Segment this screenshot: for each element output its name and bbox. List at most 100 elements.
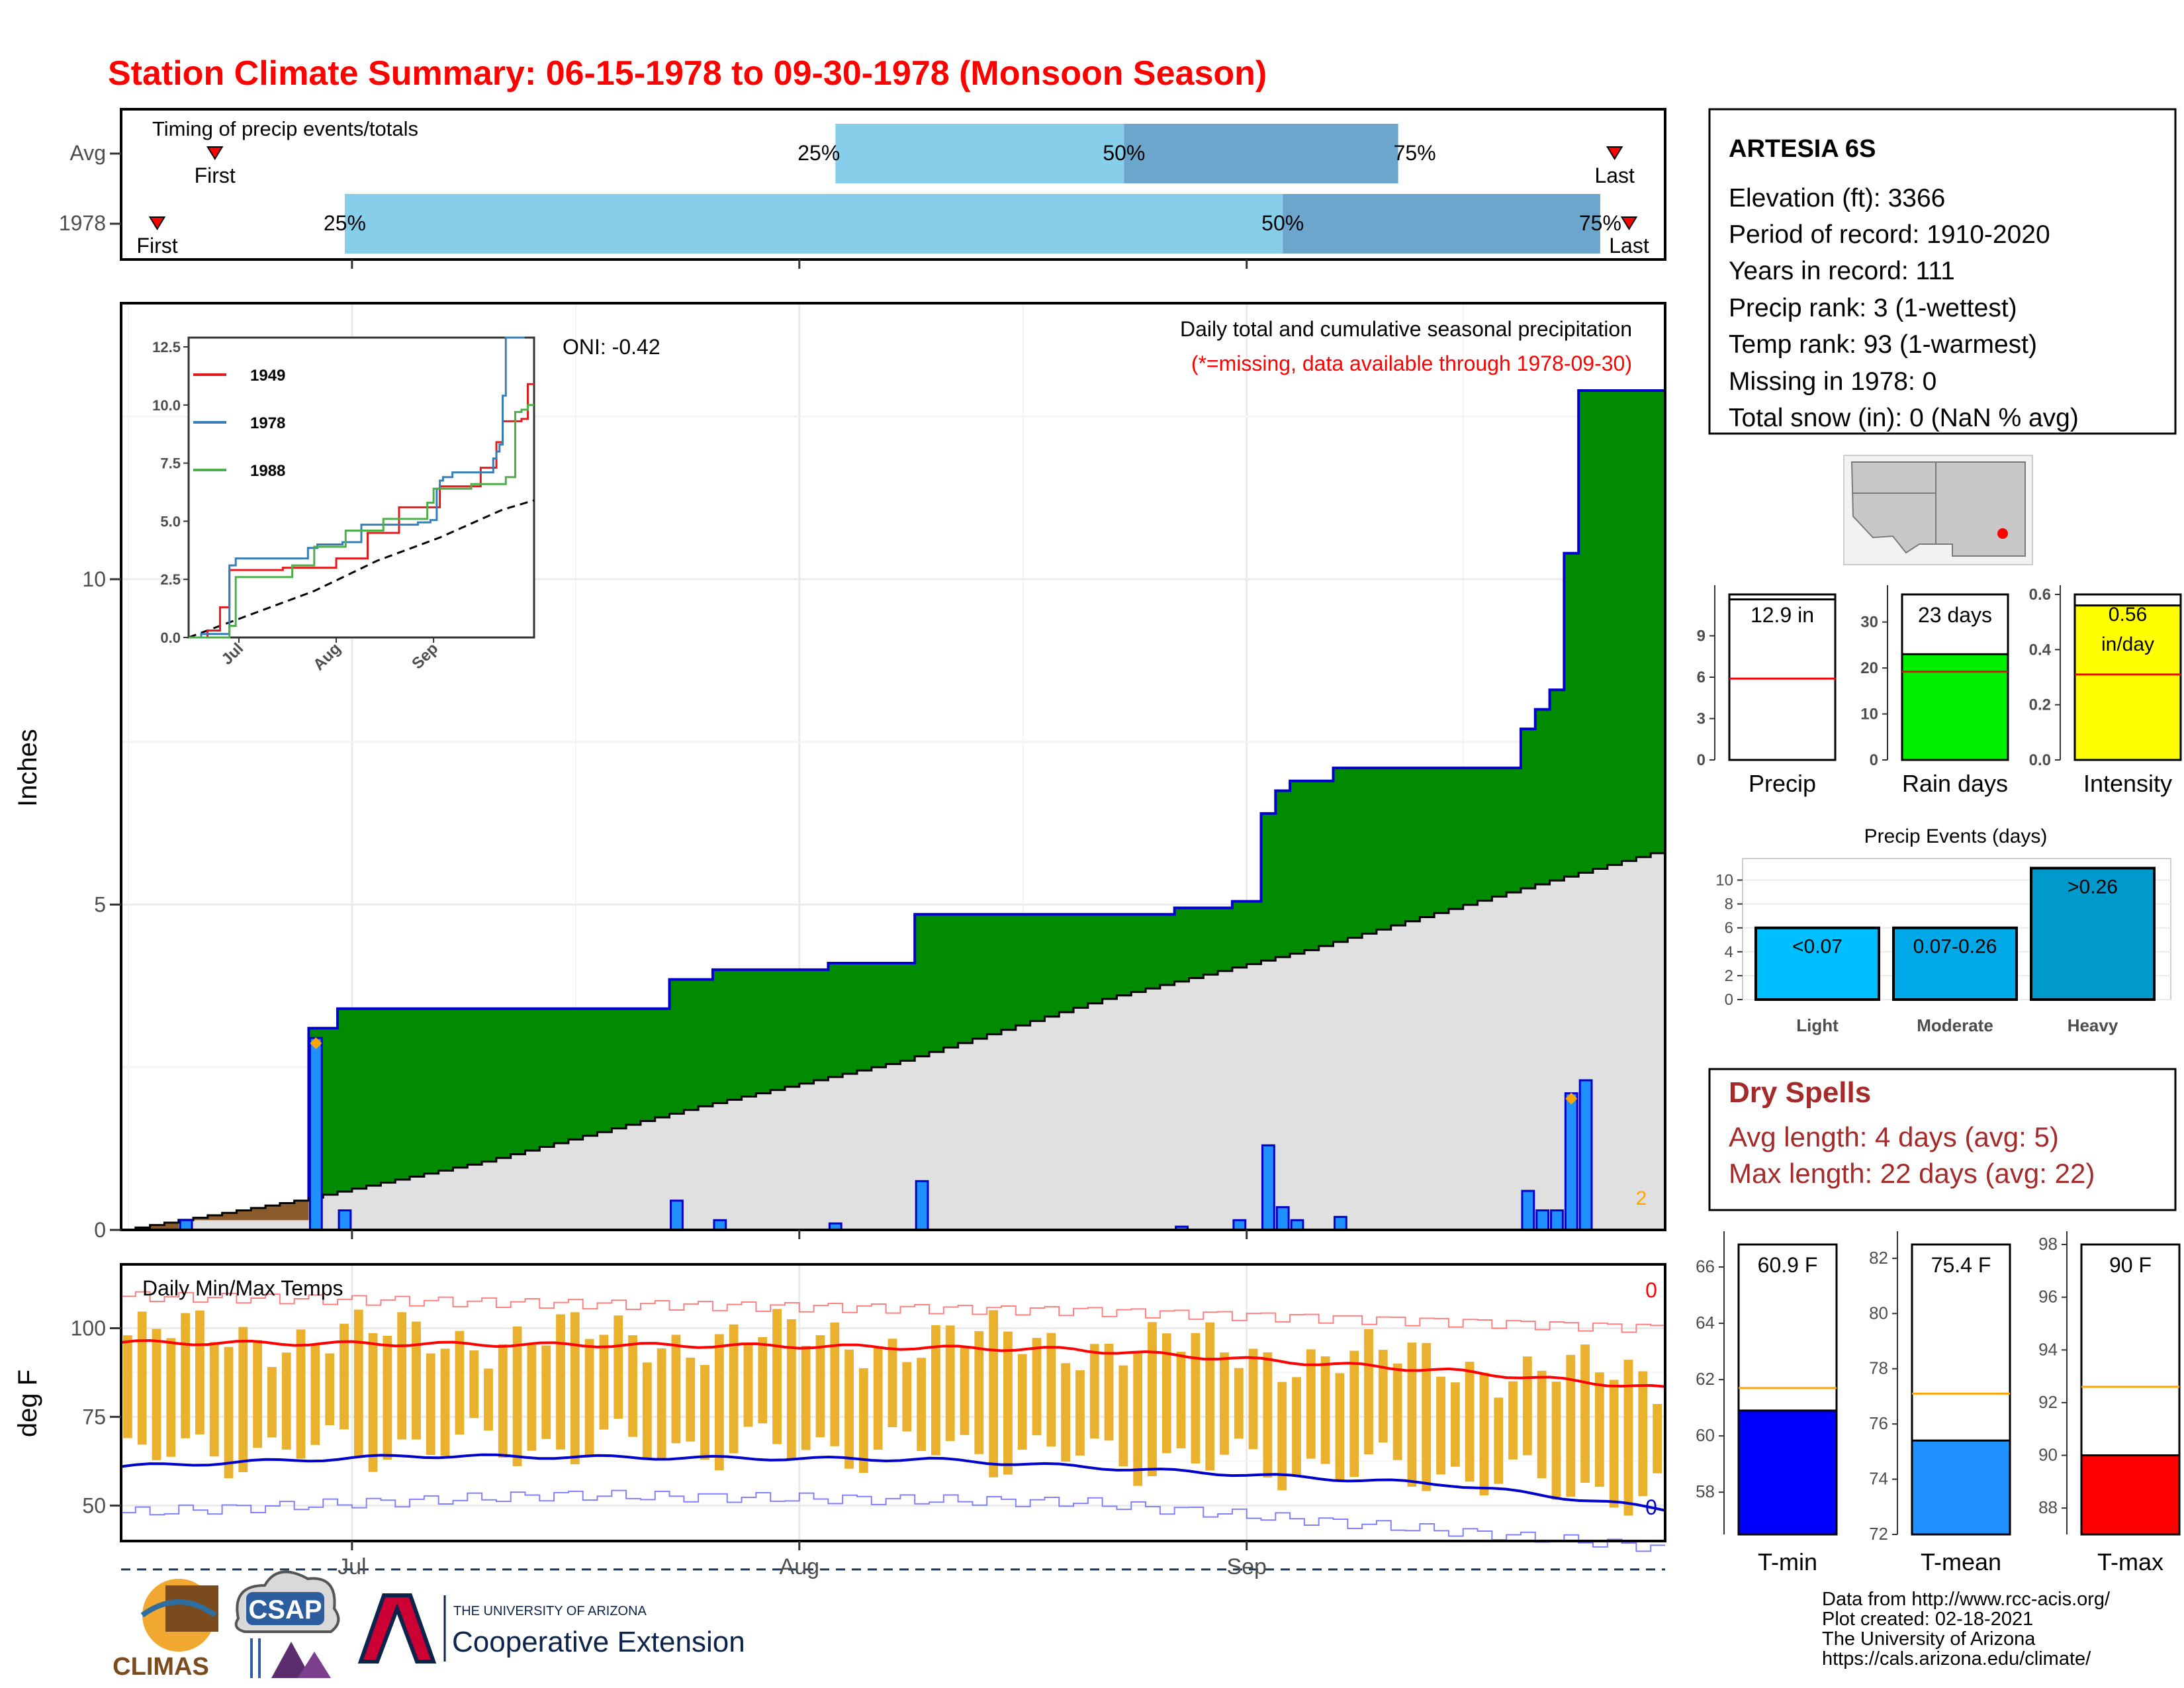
dry-spells-avg: Avg length: 4 days (avg: 5) — [1729, 1121, 2059, 1152]
station-line-snow: Total snow (in): 0 (NaN % avg) — [1729, 404, 2079, 432]
daily-temp-range-bar — [686, 1357, 696, 1442]
daily-temp-range-bar — [729, 1324, 739, 1454]
daily-temp-range-bar — [1537, 1370, 1547, 1479]
temp-missing-max: 0 — [1645, 1278, 1657, 1302]
daily-precip-bar — [179, 1219, 193, 1231]
summary-bar-tick-label: 0.6 — [2029, 586, 2051, 604]
summary-bar-value-label: 12.9 in — [1751, 603, 1814, 627]
summary-bar-tick-label: 30 — [1860, 614, 1878, 632]
summary-bar-rain-days: 0 10 20 30 23 days Rain days — [1860, 585, 2009, 797]
date-xtick-label: Sep — [1226, 1554, 1267, 1579]
daily-temp-range-bar — [1234, 1368, 1244, 1439]
station-location-marker — [1997, 528, 2008, 539]
footer-line-data: Data from http://www.rcc-acis.org/ — [1822, 1589, 2111, 1610]
timing-Avg-q50-label: 50% — [1103, 141, 1145, 165]
daily-temp-range-bar — [974, 1331, 984, 1454]
daily-precip-bar — [338, 1209, 352, 1231]
precip-ytick-label: 5 — [94, 893, 106, 917]
daily-precip-bar — [1564, 1092, 1578, 1231]
daily-temp-range-bar — [772, 1309, 782, 1444]
timing-1978-q25-q50-bar — [344, 194, 1283, 254]
ua-small-text: THE UNIVERSITY OF ARIZONA — [453, 1604, 647, 1618]
daily-temp-range-bar — [599, 1335, 609, 1430]
daily-temp-range-bar — [1089, 1344, 1099, 1439]
daily-precip-bar — [670, 1199, 684, 1231]
daily-precip-bar — [1261, 1144, 1275, 1231]
temp-summary-tick-label: 74 — [1869, 1469, 1888, 1489]
daily-temp-range-bar — [917, 1358, 927, 1451]
daily-temp-range-bar — [1522, 1356, 1532, 1456]
timing-1978-first-label: First — [136, 234, 177, 258]
daily-temp-range-bar — [1306, 1349, 1316, 1459]
daily-temp-range-bar — [498, 1344, 508, 1458]
daily-temp-range-bar — [1349, 1350, 1359, 1477]
timing-Avg-q25-q50-bar — [835, 124, 1124, 183]
dry-spells-title: Dry Spells — [1729, 1076, 1871, 1109]
daily-temp-range-bar — [570, 1312, 580, 1464]
daily-temp-range-bar — [484, 1368, 493, 1431]
daily-precip-bar — [1290, 1219, 1304, 1231]
temp-summary-tick-label: 58 — [1696, 1481, 1715, 1501]
footer-line-univ: The University of Arizona — [1822, 1628, 2036, 1650]
inset-legend-label: 1978 — [250, 414, 285, 432]
summary-bar-tick-label: 0 — [1697, 751, 1706, 769]
daily-temp-range-bar — [383, 1336, 392, 1460]
daily-temp-range-bar — [1450, 1382, 1460, 1467]
daily-temp-range-bar — [887, 1338, 897, 1428]
daily-temp-range-bar — [1566, 1354, 1576, 1497]
daily-temp-range-bar — [584, 1338, 594, 1456]
daily-temp-range-bar — [1623, 1360, 1633, 1516]
daily-temp-range-bar — [1594, 1372, 1604, 1487]
daily-temp-range-bar — [1422, 1342, 1432, 1491]
station-line-temp-rank: Temp rank: 93 (1-warmest) — [1729, 330, 2037, 359]
precip-missing-note: (*=missing, data available through 1978-… — [1191, 352, 1632, 375]
daily-temp-range-bar — [1292, 1377, 1301, 1476]
inset-legend-label: 1988 — [250, 462, 285, 480]
daily-temp-range-bar — [1479, 1372, 1489, 1495]
summary-bar-tick-label: 3 — [1697, 710, 1706, 728]
daily-temp-range-bar — [527, 1345, 537, 1451]
daily-temp-range-bar — [671, 1335, 681, 1444]
timing-Avg-q75-label: 75% — [1394, 141, 1436, 165]
daily-temp-range-bar — [642, 1362, 652, 1460]
daily-precip-bar — [1275, 1206, 1290, 1231]
dry-spells-box: Dry Spells Avg length: 4 days (avg: 5) M… — [1708, 1068, 2177, 1211]
daily-temp-range-bar — [1161, 1333, 1171, 1454]
timing-Avg-last-marker — [1606, 146, 1623, 160]
daily-precip-bar — [308, 1037, 323, 1231]
daily-temp-range-bar — [1205, 1322, 1215, 1471]
daily-temp-range-bar — [902, 1362, 912, 1432]
daily-temp-range-bar — [1580, 1344, 1590, 1483]
inset-ytick-label: 5.0 — [160, 513, 181, 530]
footer-line-url: https://cals.arizona.edu/climate/ — [1822, 1648, 2091, 1669]
daily-temp-range-bar — [1494, 1397, 1504, 1484]
inset-legend-label: 1949 — [250, 367, 285, 385]
daily-temp-range-bar — [340, 1323, 349, 1430]
temp-summary-tick-label: 60 — [1696, 1425, 1715, 1445]
daily-temp-range-bar — [1378, 1350, 1388, 1443]
temp-summary-tick-label: 80 — [1869, 1303, 1888, 1323]
timing-row-avg-label: Avg — [69, 141, 106, 165]
temp-summary-tick-label: 72 — [1869, 1524, 1888, 1544]
temp-ytick-label: 75 — [82, 1405, 106, 1429]
summary-bar-tick-label: 0 — [1870, 751, 1878, 769]
daily-temp-range-bar — [1104, 1344, 1114, 1441]
average-max-line — [120, 1338, 1666, 1388]
temp-missing-min: 0 — [1645, 1495, 1657, 1519]
daily-temp-range-bar — [873, 1346, 883, 1450]
summary-bar-label: Precip — [1749, 770, 1816, 797]
daily-temp-range-bar — [281, 1352, 291, 1450]
daily-temp-range-bar — [1148, 1322, 1157, 1476]
summary-bar-value-label: 23 days — [1918, 603, 1992, 627]
temp-summary-tick-label: 94 — [2038, 1339, 2058, 1359]
daily-temp-range-bar — [628, 1335, 637, 1437]
daily-temp-range-bar — [858, 1368, 868, 1474]
locator-map — [1843, 455, 2033, 565]
timing-1978-q75-label: 75% — [1579, 211, 1621, 235]
summary-bar-tick-label: 20 — [1860, 659, 1878, 677]
station-info-box: ARTESIA 6S Elevation (ft): 3366 Period o… — [1708, 108, 2177, 435]
daily-temp-range-bar — [1436, 1376, 1445, 1475]
station-name: ARTESIA 6S — [1729, 135, 1876, 163]
timing-panel-label: Timing of precip events/totals — [152, 117, 418, 140]
temp-summary-bar-t-max: 88 90 92 94 96 98 90 F T-max — [2038, 1231, 2181, 1575]
